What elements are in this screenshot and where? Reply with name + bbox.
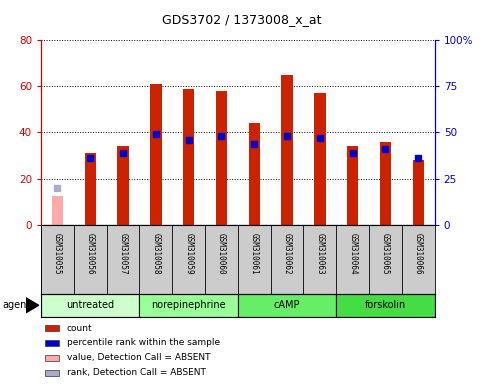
Text: GSM310063: GSM310063 bbox=[315, 233, 325, 275]
Bar bbox=[45, 340, 59, 346]
Bar bbox=[41, 294, 140, 317]
Text: GSM310059: GSM310059 bbox=[184, 233, 193, 275]
Text: GSM310057: GSM310057 bbox=[118, 233, 128, 275]
Bar bbox=[249, 123, 260, 225]
Text: count: count bbox=[67, 324, 92, 333]
Text: GSM310064: GSM310064 bbox=[348, 233, 357, 275]
Bar bbox=[216, 91, 227, 225]
Text: untreated: untreated bbox=[66, 300, 114, 310]
Text: GSM310058: GSM310058 bbox=[151, 233, 160, 275]
Text: GSM310062: GSM310062 bbox=[283, 233, 292, 275]
Bar bbox=[45, 325, 59, 331]
Text: GDS3702 / 1373008_x_at: GDS3702 / 1373008_x_at bbox=[162, 13, 321, 26]
Text: percentile rank within the sample: percentile rank within the sample bbox=[67, 338, 220, 348]
Text: GSM310055: GSM310055 bbox=[53, 233, 62, 275]
Bar bbox=[336, 294, 435, 317]
Bar bbox=[85, 153, 96, 225]
Bar bbox=[281, 75, 293, 225]
Polygon shape bbox=[26, 298, 39, 313]
Text: GSM310061: GSM310061 bbox=[250, 233, 259, 275]
Text: value, Detection Call = ABSENT: value, Detection Call = ABSENT bbox=[67, 353, 210, 362]
Bar bbox=[347, 146, 358, 225]
Text: agent: agent bbox=[2, 300, 30, 310]
Bar bbox=[380, 142, 391, 225]
Bar bbox=[45, 370, 59, 376]
Text: GSM310060: GSM310060 bbox=[217, 233, 226, 275]
Text: cAMP: cAMP bbox=[274, 300, 300, 310]
Text: GSM310065: GSM310065 bbox=[381, 233, 390, 275]
Text: GSM310066: GSM310066 bbox=[414, 233, 423, 275]
Bar bbox=[238, 294, 336, 317]
Bar bbox=[117, 146, 129, 225]
Text: norepinephrine: norepinephrine bbox=[151, 300, 226, 310]
Bar bbox=[52, 196, 63, 225]
Text: forskolin: forskolin bbox=[365, 300, 406, 310]
Text: rank, Detection Call = ABSENT: rank, Detection Call = ABSENT bbox=[67, 368, 206, 377]
Bar bbox=[183, 89, 195, 225]
Bar bbox=[45, 355, 59, 361]
Bar bbox=[150, 84, 162, 225]
Bar bbox=[140, 294, 238, 317]
Text: GSM310056: GSM310056 bbox=[86, 233, 95, 275]
Bar bbox=[412, 160, 424, 225]
Bar bbox=[314, 93, 326, 225]
